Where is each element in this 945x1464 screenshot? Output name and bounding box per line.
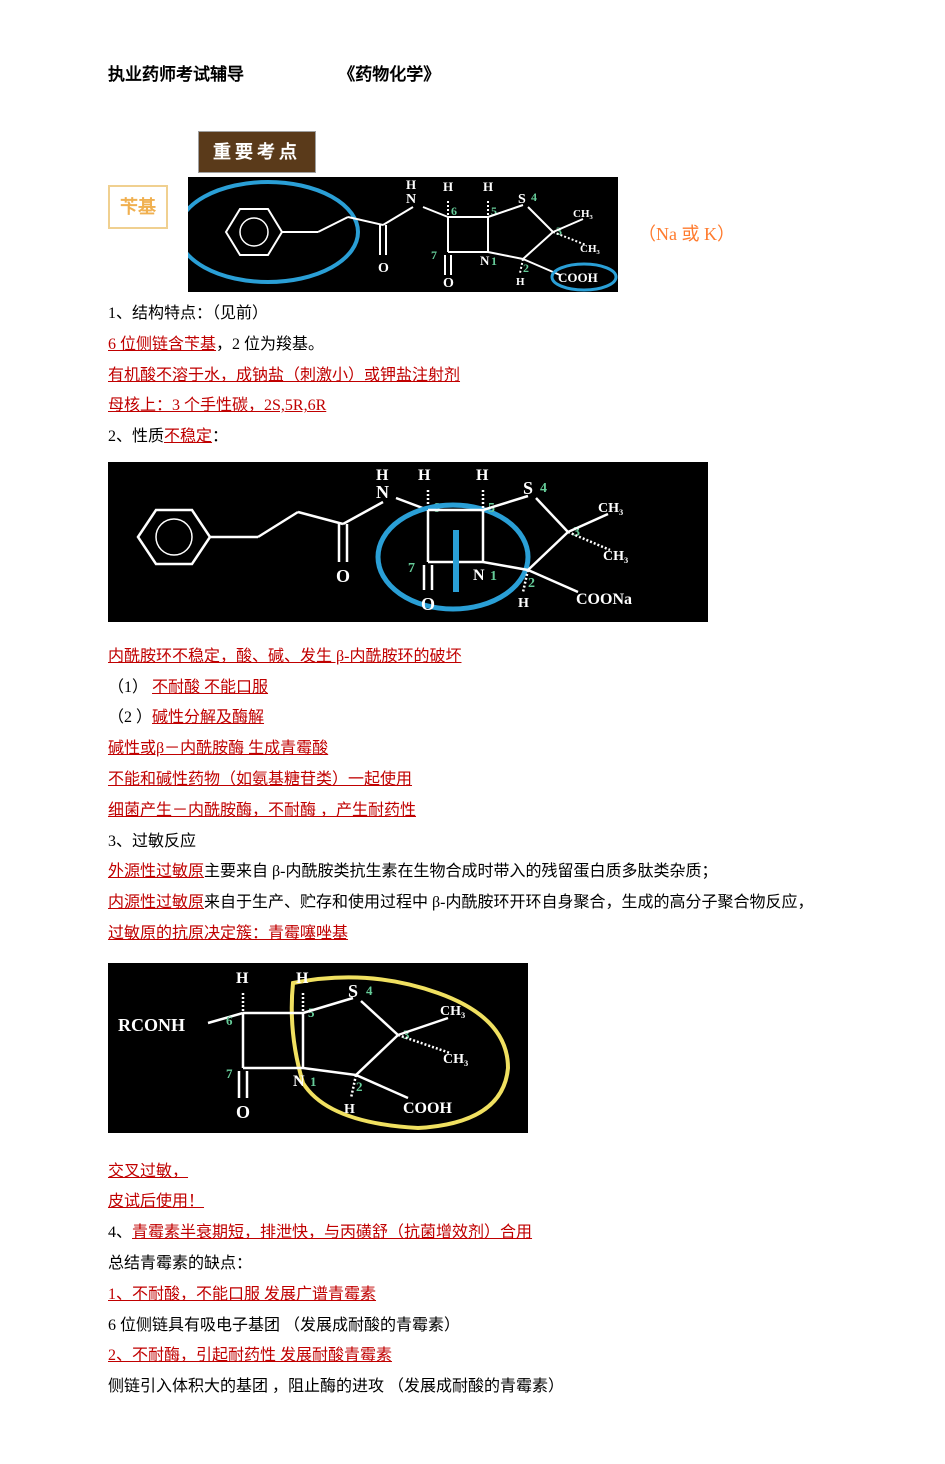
section3-line7: 2、不耐酶，引起耐药性 发展耐酸青霉素 bbox=[108, 1342, 837, 1371]
svg-text:7: 7 bbox=[408, 561, 415, 576]
section1-line2: 6 位侧链含苄基，2 位为羧基。 bbox=[108, 331, 837, 360]
svg-text:H: H bbox=[406, 177, 416, 192]
section3-line5: 1、不耐酸，不能口服 发展广谱青霉素 bbox=[108, 1281, 837, 1310]
svg-text:2: 2 bbox=[523, 261, 529, 275]
document-header: 执业药师考试辅导 《药物化学》 bbox=[108, 60, 837, 91]
svg-text:COOH: COOH bbox=[558, 270, 598, 285]
section3-line1: 交叉过敏， bbox=[108, 1158, 837, 1187]
svg-text:H: H bbox=[443, 179, 453, 194]
diagram-1-row: 苄基 O N H H 6 bbox=[108, 177, 837, 292]
svg-text:H: H bbox=[296, 970, 309, 987]
section1-line3: 有机酸不溶于水，成钠盐（刺激小）或钾盐注射剂 bbox=[108, 362, 837, 391]
svg-text:RCONH: RCONH bbox=[118, 1015, 185, 1035]
section1-line5b: 不稳定 bbox=[164, 428, 212, 445]
section2-line8: 外源性过敏原主要来自 β-内酰胺类抗生素在生物合成时带入的残留蛋白质多肽类杂质； bbox=[108, 858, 837, 887]
svg-text:CH₃: CH₃ bbox=[603, 549, 628, 564]
svg-text:CH₃: CH₃ bbox=[443, 1052, 468, 1067]
section2-line6: 细菌产生－内酰胺酶，不耐酶 ，产生耐药性 bbox=[108, 797, 837, 826]
section3-line6: 6 位侧链具有吸电子基团 （发展成耐酸的青霉素） bbox=[108, 1312, 837, 1341]
section3-line3b: 青霉素半衰期短，排泄快，与丙磺舒（抗菌增效剂）合用 bbox=[132, 1224, 532, 1241]
svg-text:6: 6 bbox=[226, 1013, 233, 1028]
section3-line8: 侧链引入体积大的基团 ，阻止酶的进攻 （发展成耐酸的青霉素） bbox=[108, 1373, 837, 1402]
svg-text:S: S bbox=[518, 192, 526, 207]
svg-text:1: 1 bbox=[310, 1074, 317, 1089]
svg-text:O: O bbox=[443, 276, 454, 291]
svg-text:H: H bbox=[236, 970, 249, 987]
section2-line9: 内源性过敏原来自于生产、贮存和使用过程中 β-内酰胺环开环自身聚合，生成的高分子… bbox=[108, 889, 837, 918]
svg-text:O: O bbox=[378, 261, 389, 276]
section1-line5c: ： bbox=[212, 428, 228, 445]
svg-text:COOH: COOH bbox=[403, 1100, 452, 1117]
section2-line2a: （1） bbox=[108, 679, 152, 696]
section2-line1: 内酰胺环不稳定，酸、碱、发生 β-内酰胺环的破坏 bbox=[108, 643, 837, 672]
section2-line4: 碱性或β－内酰胺酶 生成青霉酸 bbox=[108, 735, 837, 764]
svg-text:3: 3 bbox=[403, 1027, 410, 1042]
benzyl-label: 苄基 bbox=[108, 185, 168, 229]
svg-text:4: 4 bbox=[540, 481, 547, 496]
chemical-diagram-2: O N H H 6 7 O N 1 H 5 S 4 3 CH₃ CH₃ bbox=[108, 462, 708, 622]
section3-line3: 4、青霉素半衰期短，排泄快，与丙磺舒（抗菌增效剂）合用 bbox=[108, 1219, 837, 1248]
svg-text:7: 7 bbox=[226, 1066, 233, 1081]
svg-text:O: O bbox=[236, 1102, 250, 1122]
section1-line2a: 6 位侧链含苄基 bbox=[108, 336, 216, 353]
svg-text:4: 4 bbox=[366, 983, 373, 998]
svg-text:5: 5 bbox=[308, 1005, 315, 1020]
svg-text:1: 1 bbox=[491, 254, 497, 268]
section2-line8a: 外源性过敏原 bbox=[108, 863, 204, 880]
svg-text:N: N bbox=[480, 253, 490, 268]
svg-text:H: H bbox=[516, 276, 525, 288]
svg-text:COONa: COONa bbox=[576, 591, 632, 608]
section3-line3a: 4、 bbox=[108, 1224, 132, 1241]
chemical-diagram-1: O N H H 6 7 O N 1 H 5 S 4 bbox=[188, 177, 618, 292]
section3-line2: 皮试后使用！ bbox=[108, 1188, 837, 1217]
svg-text:O: O bbox=[336, 566, 350, 586]
svg-text:CH₃: CH₃ bbox=[573, 208, 594, 220]
svg-text:H: H bbox=[376, 467, 389, 484]
svg-text:S: S bbox=[348, 981, 358, 1001]
section2-line9b: 来自于生产、贮存和使用过程中 β-内酰胺环开环自身聚合，生成的高分子聚合物反应， bbox=[204, 894, 813, 911]
section2-line3: （2 ）碱性分解及酶解 bbox=[108, 704, 837, 733]
svg-text:4: 4 bbox=[531, 190, 537, 204]
svg-text:N: N bbox=[406, 192, 416, 207]
section1-line2b: ，2 位为羧基。 bbox=[216, 336, 324, 353]
svg-text:H: H bbox=[476, 467, 489, 484]
svg-text:2: 2 bbox=[356, 1079, 363, 1094]
svg-text:1: 1 bbox=[490, 569, 497, 584]
svg-text:H: H bbox=[483, 179, 493, 194]
chemical-diagram-3: RCONH H 6 7 O N 1 H 5 S 4 3 CH₃ CH₃ 2 H … bbox=[108, 963, 528, 1133]
section1-line1: 1、结构特点：（见前） bbox=[108, 300, 837, 329]
svg-text:N: N bbox=[473, 567, 485, 584]
section2-line9a: 内源性过敏原 bbox=[108, 894, 204, 911]
header-title: 执业药师考试辅导 bbox=[108, 60, 244, 91]
svg-text:CH₃: CH₃ bbox=[598, 501, 623, 516]
section1-line5: 2、性质不稳定： bbox=[108, 423, 837, 452]
svg-text:7: 7 bbox=[431, 248, 437, 262]
section2-line2b: 不耐酸 不能口服 bbox=[152, 679, 268, 696]
na-k-label: （Na 或 K） bbox=[638, 218, 735, 250]
section2-line7: 3、过敏反应 bbox=[108, 828, 837, 857]
svg-text:H: H bbox=[518, 596, 529, 611]
section1-line4: 母核上：3 个手性碳，2S,5R,6R bbox=[108, 392, 837, 421]
svg-text:H: H bbox=[418, 467, 431, 484]
svg-text:2: 2 bbox=[528, 576, 535, 591]
section3-line4: 总结青霉素的缺点： bbox=[108, 1250, 837, 1279]
section2-line2: （1） 不耐酸 不能口服 bbox=[108, 674, 837, 703]
key-point-badge: 重要考点 bbox=[198, 131, 316, 173]
svg-text:H: H bbox=[344, 1102, 355, 1117]
svg-text:N: N bbox=[376, 482, 389, 502]
svg-text:S: S bbox=[523, 478, 533, 498]
section2-line8b: 主要来自 β-内酰胺类抗生素在生物合成时带入的残留蛋白质多肽类杂质； bbox=[204, 863, 717, 880]
svg-text:CH₃: CH₃ bbox=[440, 1004, 465, 1019]
header-subtitle: 《药物化学》 bbox=[338, 60, 440, 91]
svg-text:N: N bbox=[293, 1073, 305, 1090]
key-point-section: 重要考点 bbox=[108, 131, 837, 177]
svg-text:CH₃: CH₃ bbox=[580, 243, 601, 255]
svg-text:6: 6 bbox=[451, 204, 457, 218]
section2-line5: 不能和碱性药物（如氨基糖苷类）一起使用 bbox=[108, 766, 837, 795]
section2-line3b: 碱性分解及酶解 bbox=[152, 709, 264, 726]
section2-line3a: （2 ） bbox=[108, 709, 152, 726]
svg-text:O: O bbox=[421, 594, 435, 614]
section1-line5a: 2、性质 bbox=[108, 428, 164, 445]
section2-line10: 过敏原的抗原决定簇：青霉噻唑基 bbox=[108, 920, 837, 949]
